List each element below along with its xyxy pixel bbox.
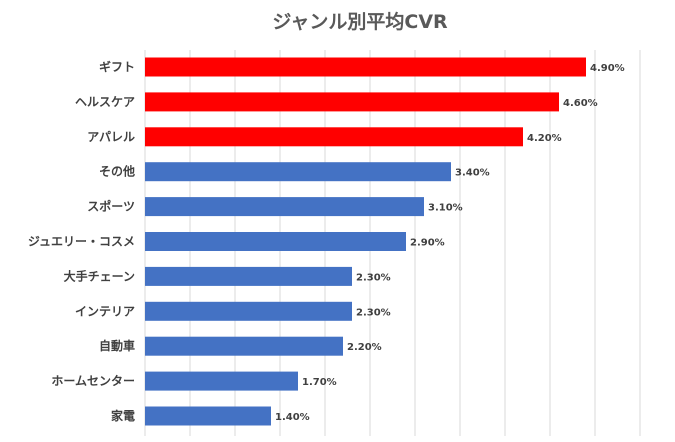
bar xyxy=(145,162,451,182)
value-label: 4.20% xyxy=(527,133,562,144)
bar xyxy=(145,57,586,77)
bar xyxy=(145,197,424,217)
category-label: アパレル xyxy=(87,130,135,144)
category-label: 自動車 xyxy=(99,338,135,353)
bar xyxy=(145,336,343,356)
bars xyxy=(145,57,586,426)
category-label: その他 xyxy=(99,164,135,179)
category-label: 大手チェーン xyxy=(64,268,135,283)
value-label: 3.10% xyxy=(428,203,463,214)
value-label: 1.70% xyxy=(302,377,337,388)
value-label: 2.20% xyxy=(347,342,382,353)
value-label: 3.40% xyxy=(455,168,490,179)
bar xyxy=(145,301,352,321)
bar xyxy=(145,127,523,147)
category-label: ジュエリー・コスメ xyxy=(28,235,135,249)
value-labels: 4.90% 4.60% 4.20% 3.40% 3.10% 2.90% 2.30% 2.30%… xyxy=(275,63,625,423)
category-labels: ギフトヘルスケアアパレルその他スポーツジュエリー・コスメ大手チェーンインテリア自… xyxy=(28,59,135,423)
category-label: 家電 xyxy=(111,408,135,423)
value-label: 2.30% xyxy=(356,272,391,283)
chart-title: ジャンル別平均CVR xyxy=(272,10,448,33)
value-label: 1.40% xyxy=(275,412,310,423)
category-label: ヘルスケア xyxy=(75,95,135,109)
value-label: 2.90% xyxy=(410,238,445,249)
category-label: インテリア xyxy=(75,304,135,318)
bar xyxy=(145,371,298,391)
bar xyxy=(145,92,559,112)
bar xyxy=(145,232,406,251)
category-label: ホームセンター xyxy=(51,374,135,388)
category-label: ギフト xyxy=(99,59,135,74)
bar xyxy=(145,406,271,426)
bar xyxy=(145,266,352,286)
category-label: スポーツ xyxy=(87,199,135,214)
value-label: 2.30% xyxy=(356,307,391,318)
value-label: 4.60% xyxy=(563,98,598,109)
value-label: 4.90% xyxy=(590,63,625,74)
